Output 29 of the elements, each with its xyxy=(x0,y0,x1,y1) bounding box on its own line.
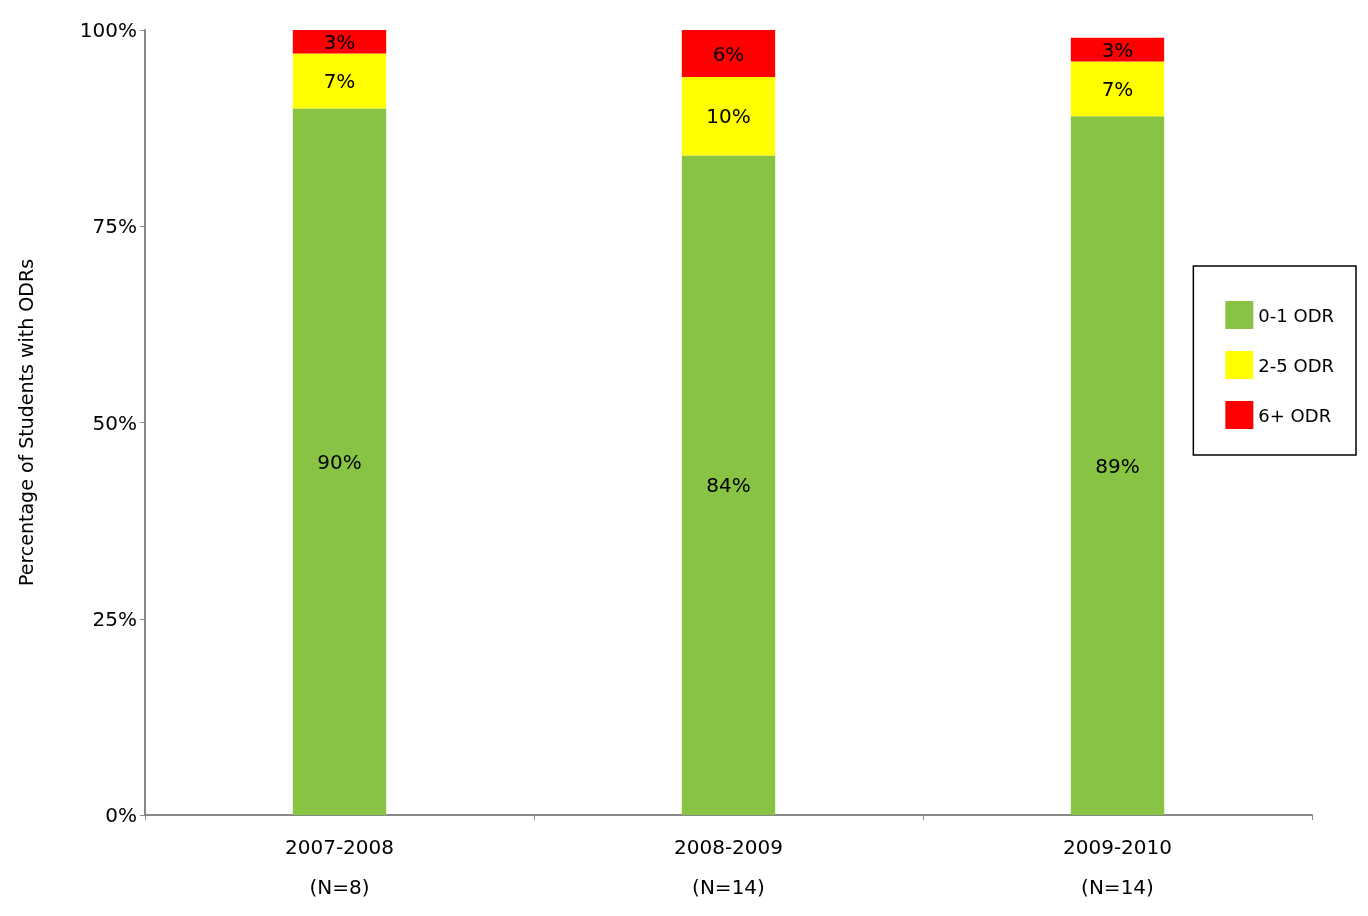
legend-label: 0-1 ODR xyxy=(1258,304,1334,326)
data-label: 89% xyxy=(1095,453,1140,478)
y-axis-title: Percentage of Students with ODRs xyxy=(14,258,37,587)
y-tick-label: 75% xyxy=(92,214,137,239)
data-label: 3% xyxy=(323,29,356,54)
data-label: 3% xyxy=(1101,37,1134,62)
data-label: 6% xyxy=(712,41,745,66)
y-tick-label: 25% xyxy=(92,606,137,631)
bar xyxy=(681,30,776,78)
bar xyxy=(1070,61,1165,117)
bar xyxy=(292,53,387,109)
data-label: 7% xyxy=(323,69,356,94)
y-tick-label: 100% xyxy=(79,18,137,42)
legend-label: 6+ ODR xyxy=(1258,404,1332,426)
data-label: 84% xyxy=(706,473,751,498)
bar xyxy=(681,155,776,815)
x-tick-label: 2008-2009 (N=14) xyxy=(673,835,784,899)
bar xyxy=(292,30,387,54)
x-tick-label: 2009-2010 (N=14) xyxy=(1062,835,1173,899)
data-label: 90% xyxy=(317,449,362,474)
legend-label: 2-5 ODR xyxy=(1258,354,1334,376)
y-tick-label: 50% xyxy=(92,410,137,435)
bar xyxy=(292,108,387,815)
data-label: 10% xyxy=(706,104,751,129)
y-tick-label: 0% xyxy=(105,803,137,827)
data-label: 7% xyxy=(1101,76,1134,101)
x-tick-label: 2007-2008 (N=8) xyxy=(284,835,395,899)
bar xyxy=(681,77,776,156)
bar xyxy=(1070,116,1165,815)
